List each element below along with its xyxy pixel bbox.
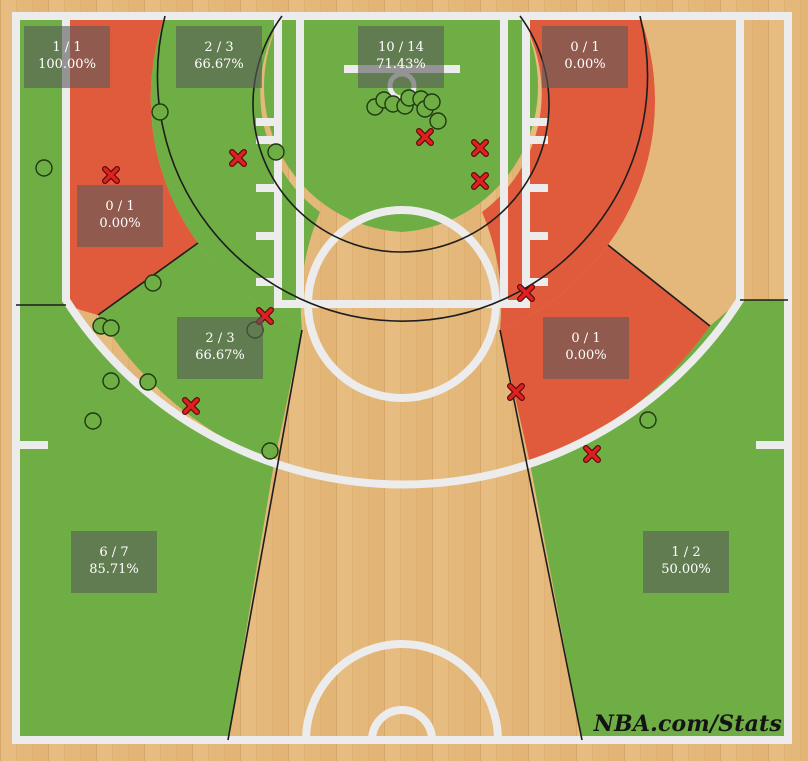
missed-shot-marker [583,445,601,463]
zone-pct: 71.43% [376,57,426,72]
zone-fgm-fga: 10 / 14 [378,40,424,55]
zone-label-right-wing-3: 1 / 2 50.00% [643,531,729,593]
zone-fgm-fga: 0 / 1 [570,40,600,55]
zone-pct: 50.00% [661,562,711,577]
zone-left-wing-3 [16,305,274,740]
missed-shot-marker [517,284,535,302]
zone-label-left-elbow-mid: 2 / 3 66.67% [177,317,263,379]
zone-label-restricted-area: 10 / 14 71.43% [358,26,444,88]
zone-fgm-fga: 2 / 3 [204,40,234,55]
made-shot-marker [102,319,120,337]
zone-pct: 85.71% [89,562,139,577]
zone-fgm-fga: 2 / 3 [205,331,235,346]
made-shot-marker [267,143,285,161]
zone-fgm-fga: 0 / 1 [105,199,135,214]
zone-label-left-short-paint: 2 / 3 66.67% [176,26,262,88]
zone-label-right-elbow-mid: 0 / 1 0.00% [543,317,629,379]
zone-fgm-fga: 6 / 7 [99,545,129,560]
missed-shot-marker [507,383,525,401]
source-watermark: NBA.com/Stats [593,711,782,737]
made-shot-marker [429,112,447,130]
missed-shots [102,128,601,463]
made-shot-marker [151,103,169,121]
made-shot-marker [144,274,162,292]
zone-fgm-fga: 1 / 1 [52,40,82,55]
made-shot-marker [639,411,657,429]
zone-pct: 0.00% [565,348,607,363]
zone-label-right-short-paint: 0 / 1 0.00% [542,26,628,88]
zone-pct: 0.00% [564,57,606,72]
zone-pct: 100.00% [38,57,96,72]
made-shot-marker [102,372,120,390]
zone-restricted-area [264,16,539,232]
center-circle-inner [368,706,436,741]
missed-shot-marker [416,128,434,146]
three-point-line [62,16,744,489]
made-shot-marker [261,442,279,460]
zone-right-corner-mid [608,16,740,326]
missed-shot-marker [229,149,247,167]
zone-label-left-corner-3: 1 / 1 100.00% [24,26,110,88]
zone-pct: 66.67% [194,57,244,72]
zone-boundaries [16,15,788,741]
missed-shot-marker [102,166,120,184]
lane-hash-marks [256,118,548,286]
made-shot-marker [84,412,102,430]
missed-shot-marker [182,397,200,415]
zone-fgm-fga: 1 / 2 [671,545,701,560]
zone-pct: 0.00% [99,216,141,231]
missed-shot-marker [471,139,489,157]
zone-right-wing-3 [530,300,788,740]
zone-fgm-fga: 0 / 1 [571,331,601,346]
zone-label-left-baseline-mid: 0 / 1 0.00% [77,185,163,247]
center-circle-outer [302,640,502,741]
made-shot-marker [35,159,53,177]
made-shot-marker [139,373,157,391]
missed-shot-marker [471,172,489,190]
zone-label-left-wing-3: 6 / 7 85.71% [71,531,157,593]
free-throw-circle [304,206,500,402]
zone-pct: 66.67% [195,348,245,363]
made-shot-marker [423,93,441,111]
